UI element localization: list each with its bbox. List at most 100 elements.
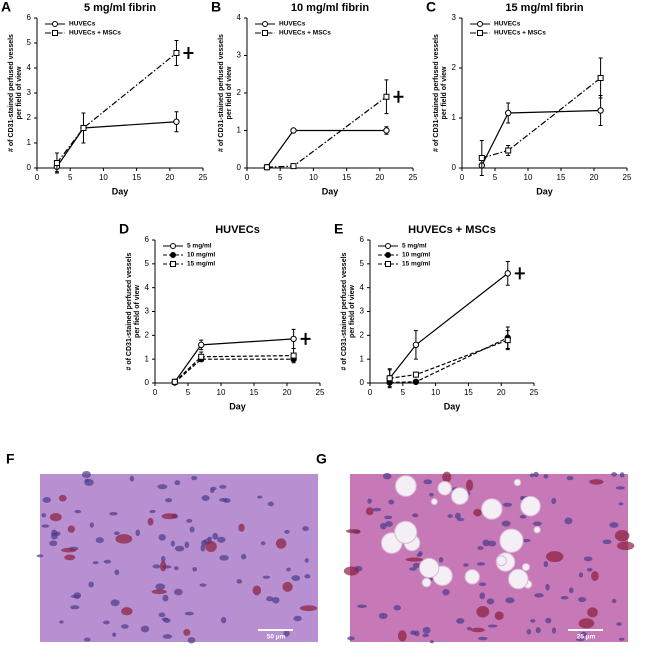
vessel [405,557,424,562]
x-tick-label: 20 [375,173,384,182]
nucleus [191,475,198,481]
nucleus [580,631,587,637]
nucleus [103,559,112,564]
series-line [56,52,177,164]
y-tick-label: 3 [27,88,32,97]
nucleus [207,536,212,541]
x-axis-label: Day [322,186,339,196]
nucleus [174,545,185,552]
marker [198,353,205,360]
nucleus [416,553,422,557]
series-line [389,337,509,384]
nucleus [189,526,195,533]
nucleus [479,592,486,600]
nucleus [410,630,417,636]
y-tick-label: 4 [360,283,365,292]
significance-mark [183,47,194,59]
nucleus [543,561,549,568]
nucleus [478,582,487,587]
nucleus [578,572,584,578]
nucleus [173,566,179,571]
legend-marker [477,21,483,27]
lipid [495,555,507,567]
nucleus [152,564,161,569]
nucleus [219,484,227,489]
marker [597,75,604,81]
nucleus [36,554,44,558]
y-tick-label: 3 [145,307,150,316]
x-tick-label: 20 [283,388,292,397]
nucleus [367,498,372,504]
y-tick-label: 6 [27,13,32,22]
series-line [174,358,294,383]
nucleus [560,595,569,600]
y-tick-label: 0 [145,378,150,387]
series-line [481,77,601,159]
y-axis-label: per field of view [349,284,356,337]
y-tick-label: 4 [145,283,150,292]
series-line [266,129,387,168]
x-tick-label: 0 [460,173,465,182]
nucleus [88,581,94,588]
y-tick-label: 2 [452,63,457,72]
x-tick-label: 10 [431,388,440,397]
nucleus [534,593,544,598]
nucleus [609,522,619,528]
nucleus [529,473,534,478]
nucleus [477,546,484,550]
nucleus [262,575,271,579]
y-axis-label: # of CD31-stained perfused vessels [433,34,440,152]
nucleus [102,620,110,625]
nucleus [162,594,169,602]
series-line [56,121,177,168]
nucleus [160,555,166,563]
lipid [513,478,522,487]
lipid [430,498,438,506]
nucleus [42,497,51,503]
chart-title: 10 mg/ml fibrin [291,2,370,14]
nucleus [532,521,542,526]
vessel [49,513,62,522]
legend-marker [385,261,391,267]
marker [290,127,297,134]
y-tick-label: 5 [360,259,365,268]
nucleus [95,537,104,544]
marker [290,335,297,343]
nucleus [260,541,266,546]
x-tick-label: 10 [217,388,226,397]
x-tick-label: 15 [342,173,351,182]
nucleus [184,611,194,616]
lipid [450,487,469,505]
legend-label: 15 mg/ml [187,261,215,268]
panel-label: B [211,0,221,15]
nucleus [286,567,291,572]
nucleus [293,615,302,622]
lipid [520,495,541,517]
nucleus [174,480,181,486]
x-tick-label: 0 [368,388,373,397]
lipid [507,568,529,590]
panel-label: E [334,221,343,237]
y-tick-label: 0 [27,163,32,172]
x-tick-label: 0 [35,173,40,182]
nucleus [586,567,593,572]
scale-bar-label: 50 µm [267,634,286,641]
vessel [58,494,67,502]
x-tick-label: 15 [464,388,473,397]
y-tick-label: 5 [27,38,32,47]
vessel [465,479,474,491]
nucleus [535,627,541,634]
nucleus [347,636,355,641]
nucleus [272,596,280,604]
legend-label: HUVECs + MSCs [494,30,546,37]
vessel [299,605,318,612]
marker [383,93,390,100]
x-axis-label: Day [229,401,246,411]
vessel [578,618,595,629]
nucleus [619,472,625,478]
series-line [481,109,601,166]
nucleus [429,492,434,497]
nucleus [173,588,183,596]
significance-mark [393,90,404,103]
